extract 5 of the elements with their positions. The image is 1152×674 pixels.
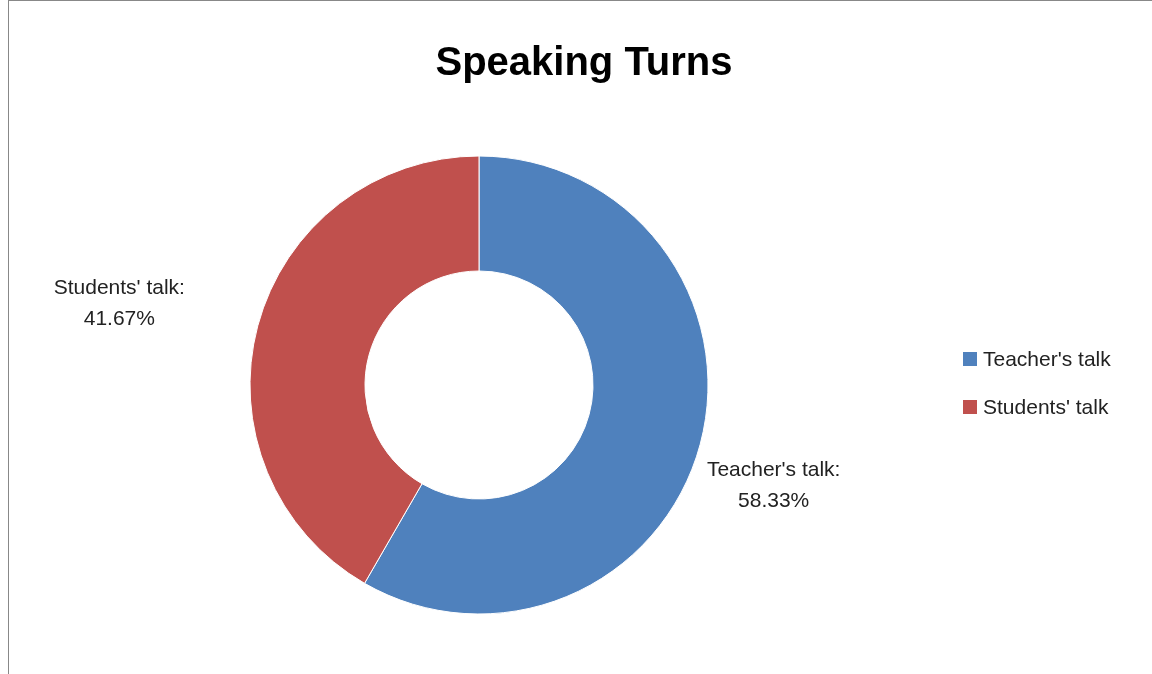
data-label: Teacher's talk: 58.33% — [706, 456, 841, 511]
chart-title: Speaking Turns — [435, 39, 733, 83]
data-label: Students' talk: 41.67% — [53, 275, 185, 330]
legend-label: Students' talk — [983, 395, 1109, 418]
legend-label: Teacher's talk — [983, 347, 1112, 370]
